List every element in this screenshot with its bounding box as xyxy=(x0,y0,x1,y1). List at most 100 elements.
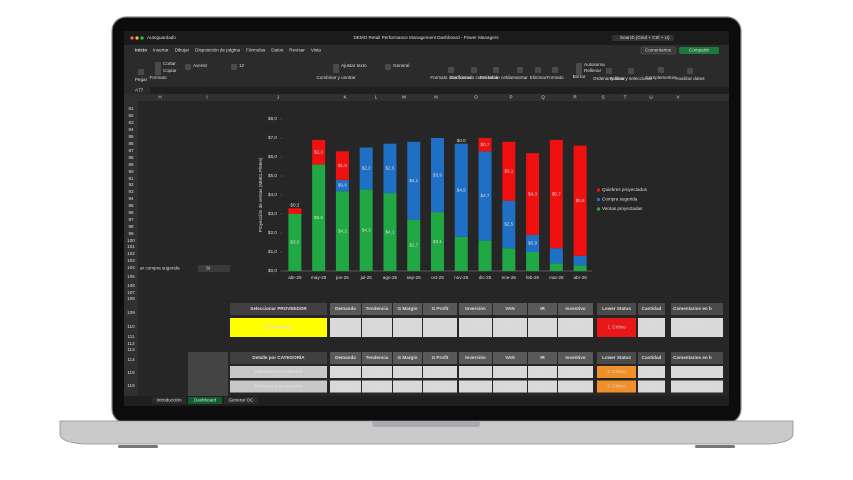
ribbon-button[interactable]: Ordenar y filtrar xyxy=(593,76,625,81)
sheet-tab[interactable] xyxy=(152,397,186,404)
column-header[interactable]: V xyxy=(676,95,680,100)
ribbon-icon[interactable] xyxy=(493,67,499,73)
row-header[interactable]: 105 xyxy=(127,274,135,279)
row-header[interactable]: 82 xyxy=(128,113,134,118)
row-header[interactable]: 94 xyxy=(128,196,134,201)
ribbon-tab[interactable]: Insertar xyxy=(153,48,169,53)
ribbon-tab[interactable]: Disposición de página xyxy=(195,48,240,53)
sheet-tab-label[interactable]: Generar OC xyxy=(228,398,254,403)
column-header[interactable]: I xyxy=(206,95,207,100)
ribbon-button[interactable]: Aventir xyxy=(193,63,208,68)
row-header[interactable]: 85 xyxy=(128,134,134,139)
ribbon-button[interactable]: Complementos xyxy=(646,75,678,80)
row-header[interactable]: 100 xyxy=(127,238,135,243)
column-header[interactable]: R xyxy=(573,95,577,100)
row-header[interactable]: 116 xyxy=(127,383,135,388)
ribbon-tab[interactable]: Vista xyxy=(311,48,322,53)
ribbon-button[interactable]: Dar formato como tabla xyxy=(450,75,498,80)
comments-label[interactable]: Comentarios xyxy=(645,48,672,53)
selector-cell[interactable] xyxy=(198,265,230,272)
row-header[interactable]: 101 xyxy=(127,244,135,249)
column-header[interactable]: L xyxy=(375,95,378,100)
selector-value[interactable]: Si xyxy=(206,266,210,271)
ribbon-icon[interactable] xyxy=(155,67,161,73)
ribbon-button[interactable]: Insertar xyxy=(512,75,528,80)
ribbon-icon[interactable] xyxy=(535,67,541,73)
ribbon-icon[interactable] xyxy=(687,68,693,74)
ribbon-icon[interactable] xyxy=(333,67,339,73)
ribbon-icon[interactable] xyxy=(658,67,664,73)
row-header[interactable]: 104 xyxy=(127,265,135,270)
minimize-button[interactable] xyxy=(135,36,139,40)
ribbon-button[interactable]: Formato condicional xyxy=(430,75,471,80)
column-header[interactable]: P xyxy=(509,95,512,100)
row-header[interactable]: 81 xyxy=(128,106,134,111)
ribbon-icon[interactable] xyxy=(155,62,161,68)
ribbon-icon[interactable] xyxy=(606,68,612,74)
column-header[interactable]: T xyxy=(624,95,627,100)
ribbon-button[interactable]: Autosuma xyxy=(584,62,605,67)
ribbon-icon[interactable] xyxy=(517,67,523,73)
ribbon-button[interactable]: Combinar y centrar xyxy=(316,75,356,80)
row-header[interactable]: 115 xyxy=(127,370,135,375)
column-header[interactable]: S xyxy=(601,95,604,100)
row-header[interactable]: 114 xyxy=(127,357,135,362)
column-header[interactable]: Q xyxy=(541,95,545,100)
sheet-tab-label[interactable]: Introducción xyxy=(156,398,181,403)
column-header[interactable]: K xyxy=(343,95,347,100)
row-header[interactable]: 96 xyxy=(128,210,134,215)
ribbon-button[interactable]: Copiar xyxy=(163,68,177,73)
row-header[interactable]: 83 xyxy=(128,120,134,125)
ribbon-icon[interactable] xyxy=(552,67,558,73)
row-header[interactable]: 92 xyxy=(128,182,134,187)
ribbon-tab[interactable]: Datos xyxy=(271,48,284,53)
column-header[interactable]: H xyxy=(158,95,161,100)
row-header[interactable]: 97 xyxy=(128,217,134,222)
comments-button[interactable] xyxy=(640,46,677,55)
share-label[interactable]: Compartir xyxy=(689,48,710,53)
ribbon-icon[interactable] xyxy=(471,67,477,73)
row-header[interactable]: 84 xyxy=(128,127,134,132)
ribbon-icon[interactable] xyxy=(448,67,454,73)
ribbon-button[interactable]: Formato xyxy=(546,75,564,80)
ribbon-button[interactable]: 12 xyxy=(239,63,245,68)
row-header[interactable]: 87 xyxy=(128,148,134,153)
row-header[interactable]: 111 xyxy=(128,334,135,339)
ribbon-button[interactable]: General xyxy=(393,63,409,68)
row-header[interactable]: 109 xyxy=(127,310,135,315)
name-box-text[interactable]: A77 xyxy=(135,88,144,93)
ribbon-button[interactable]: Cortar xyxy=(163,61,176,66)
ribbon-tab[interactable]: Dibujar xyxy=(175,48,190,53)
ribbon-button[interactable]: Borrar xyxy=(573,74,586,79)
row-header[interactable]: 112 xyxy=(127,341,135,346)
ribbon-icon[interactable] xyxy=(576,66,582,72)
column-header[interactable]: N xyxy=(434,95,437,100)
provider-name[interactable]: 3M Company xyxy=(264,325,293,330)
ribbon-button[interactable]: Analizar datos xyxy=(675,76,705,81)
ribbon-tab[interactable]: Inicio xyxy=(135,48,147,53)
ribbon-tab[interactable]: Fórmulas xyxy=(246,48,266,53)
column-header[interactable]: M xyxy=(402,95,406,100)
sheet-tab[interactable] xyxy=(188,397,222,404)
row-header[interactable]: 99 xyxy=(128,231,134,236)
row-header[interactable]: 98 xyxy=(128,224,134,229)
row-header[interactable]: 93 xyxy=(128,189,134,194)
ribbon-icon[interactable] xyxy=(185,64,191,70)
ribbon-button[interactable]: Estilos de celda xyxy=(480,75,513,80)
column-header[interactable]: J xyxy=(277,95,279,100)
ribbon-tab[interactable]: Revisar xyxy=(289,48,305,53)
ribbon-icon[interactable] xyxy=(138,69,144,75)
share-button[interactable] xyxy=(679,47,719,54)
ribbon-button[interactable]: Formato xyxy=(149,75,167,80)
column-header[interactable]: O xyxy=(474,95,478,100)
ribbon-icon[interactable] xyxy=(385,64,391,70)
zoom-button[interactable] xyxy=(140,36,144,40)
sheet-tab-label[interactable]: Dashboard xyxy=(194,398,217,403)
search-text[interactable]: Search (Cmd + Ctrl + U) xyxy=(620,35,670,40)
ribbon-icon[interactable] xyxy=(628,68,634,74)
close-button[interactable] xyxy=(130,36,134,40)
row-header[interactable]: 113 xyxy=(127,347,135,352)
row-header[interactable]: 89 xyxy=(128,162,134,167)
row-header[interactable]: 106 xyxy=(127,283,135,288)
row-header[interactable]: 102 xyxy=(127,251,135,256)
